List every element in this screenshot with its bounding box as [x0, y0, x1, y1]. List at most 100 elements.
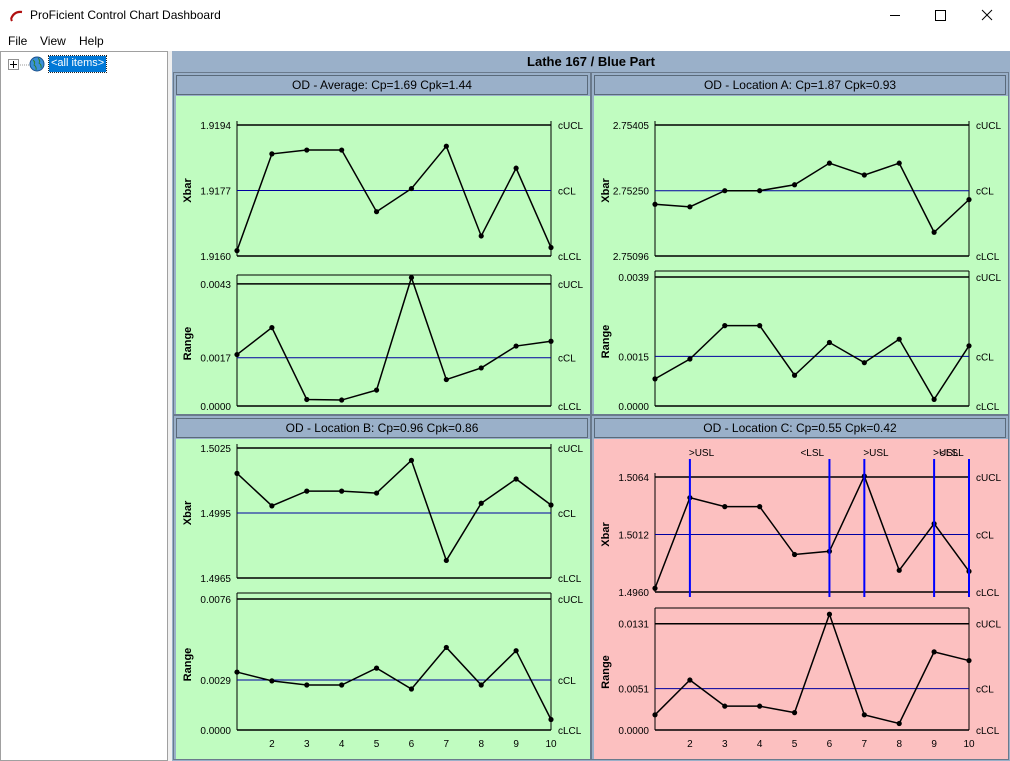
xbar-point — [234, 470, 240, 476]
y-tick-label: 0.0015 — [618, 352, 649, 363]
xbar-point — [269, 503, 275, 509]
limit-label: cCL — [976, 531, 994, 542]
xbar-point — [652, 585, 658, 591]
xbar-point — [339, 488, 345, 494]
y-axis-title: Range — [600, 655, 612, 689]
limit-label: cLCL — [558, 252, 582, 263]
range-point — [652, 376, 658, 382]
xbar-point — [478, 500, 484, 506]
spec-violation-label: >USL — [689, 448, 715, 459]
range-point — [513, 648, 519, 654]
x-tick-label: 5 — [792, 739, 798, 750]
menu-help[interactable]: Help — [79, 34, 104, 48]
xbar-point — [722, 504, 728, 510]
range-point — [339, 682, 345, 688]
control-chart-od-location-a: 2.75405 2.75250 2.75096 cUCL cCL cLCL Xbar 0.00… — [594, 96, 1008, 416]
y-tick-label: 2.75096 — [613, 252, 650, 263]
limit-label: cUCL — [558, 444, 583, 455]
limit-label: cUCL — [558, 280, 583, 291]
y-axis-title: Range — [600, 325, 612, 359]
tree-connector — [20, 64, 30, 66]
range-point — [408, 686, 415, 692]
y-tick-label: 0.0043 — [200, 280, 231, 291]
title-bar: ProFicient Control Chart Dashboard — [0, 0, 1010, 31]
window-title: ProFicient Control Chart Dashboard — [30, 8, 221, 22]
tree-expand-button[interactable] — [8, 59, 19, 70]
xbar-point — [896, 160, 902, 166]
limit-label: cUCL — [976, 620, 1001, 631]
x-tick-label: 4 — [339, 739, 345, 750]
limit-label: cLCL — [558, 726, 582, 737]
x-tick-label: 10 — [545, 739, 557, 750]
xbar-point — [966, 197, 972, 203]
range-point — [478, 682, 484, 688]
y-tick-label: 0.0000 — [200, 402, 231, 413]
x-tick-label: 2 — [269, 739, 275, 750]
limit-label: cLCL — [558, 402, 582, 413]
dashboard: Lathe 167 / Blue Part OD - Average: Cp=1… — [172, 51, 1010, 761]
chart-panel-od-location-b: OD - Location B: Cp=0.96 Cpk=0.86 1.5025… — [173, 415, 591, 760]
maximize-icon — [935, 10, 946, 21]
spec-violation-label: <LSL — [940, 448, 964, 459]
x-tick-label: 3 — [304, 739, 310, 750]
xbar-point — [478, 233, 484, 239]
chart-background — [594, 439, 1008, 759]
close-icon — [981, 9, 993, 21]
menu-bar: File View Help — [0, 31, 1010, 51]
y-axis-title: Xbar — [182, 500, 194, 525]
limit-label: cCL — [558, 509, 576, 520]
chart-background — [594, 96, 1008, 414]
xbar-point — [757, 188, 763, 194]
xbar-point — [304, 488, 310, 494]
range-point — [652, 712, 658, 718]
x-tick-label: 6 — [409, 739, 415, 750]
range-point — [826, 611, 833, 617]
range-point — [339, 397, 345, 403]
menu-file[interactable]: File — [8, 34, 28, 48]
menu-view[interactable]: View — [40, 34, 66, 48]
limit-label: cLCL — [976, 726, 1000, 737]
chart-background — [176, 96, 590, 414]
tree-item-all-items[interactable]: <all items> — [47, 55, 108, 73]
range-point — [757, 323, 763, 329]
xbar-point — [408, 185, 415, 192]
range-point — [687, 356, 693, 362]
x-tick-label: 6 — [827, 739, 833, 750]
range-point — [896, 720, 902, 727]
limit-label: cUCL — [558, 121, 583, 132]
xbar-series-line — [654, 474, 970, 589]
range-point — [722, 323, 728, 329]
xbar-point — [304, 147, 310, 153]
y-tick-label: 1.9177 — [200, 187, 231, 198]
limit-label: cCL — [558, 676, 576, 687]
app-logo-icon — [9, 10, 23, 22]
pane-splitter[interactable] — [168, 51, 172, 761]
range-point — [861, 712, 867, 718]
y-tick-label: 0.0029 — [200, 676, 231, 687]
limit-label: cLCL — [558, 574, 582, 585]
y-axis-title: Range — [182, 327, 194, 361]
range-point — [548, 338, 554, 344]
range-point — [896, 336, 902, 342]
y-axis-title: Xbar — [600, 178, 612, 203]
y-tick-label: 0.0051 — [618, 685, 649, 696]
limit-label: cCL — [976, 187, 994, 198]
maximize-button[interactable] — [918, 0, 964, 31]
range-point — [826, 339, 833, 346]
xbar-point — [443, 143, 449, 149]
xbar-point — [687, 204, 693, 210]
globe-icon — [29, 56, 45, 72]
range-point — [373, 387, 380, 393]
minimize-button[interactable] — [872, 0, 918, 31]
range-point — [513, 343, 519, 349]
close-button[interactable] — [964, 0, 1010, 31]
xbar-point — [826, 160, 833, 166]
xbar-point — [513, 476, 519, 482]
range-series-line — [236, 646, 552, 720]
limit-label: cUCL — [976, 473, 1001, 484]
range-series-line — [236, 275, 552, 401]
y-axis-title: Xbar — [182, 178, 194, 203]
spec-violation-label: <LSL — [800, 448, 824, 459]
xbar-point — [722, 188, 728, 194]
y-tick-label: 1.5025 — [200, 444, 231, 455]
